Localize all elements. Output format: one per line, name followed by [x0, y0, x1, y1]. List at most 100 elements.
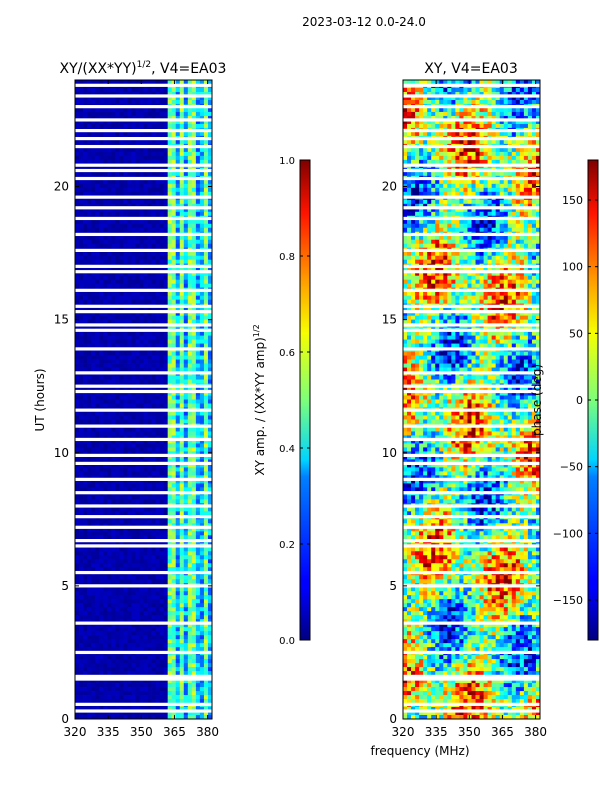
heatmap-cell: [135, 643, 140, 648]
heatmap-cell: [87, 239, 92, 245]
heatmap-cell: [115, 511, 120, 516]
heatmap-cell: [179, 587, 185, 592]
heatmap-cell: [151, 275, 156, 281]
heatmap-cell: [111, 199, 116, 205]
heatmap-cell: [187, 411, 193, 416]
heatmap-cell: [175, 471, 181, 476]
heatmap-cell: [159, 271, 165, 277]
heatmap-cell: [99, 87, 104, 93]
heatmap-cell: [127, 339, 132, 344]
heatmap-cell: [75, 527, 80, 532]
heatmap-cell: [203, 575, 209, 580]
heatmap-cell: [103, 331, 108, 336]
heatmap-cell: [119, 463, 124, 468]
heatmap-cell: [75, 387, 80, 392]
heatmap-cell: [163, 607, 169, 612]
heatmap-cell: [155, 219, 161, 225]
heatmap-cell: [151, 631, 156, 636]
heatmap-cell: [191, 179, 197, 185]
heatmap-cell: [199, 255, 205, 261]
heatmap-cell: [199, 587, 205, 592]
heatmap-cell: [95, 391, 100, 396]
heatmap-cell: [79, 599, 84, 604]
heatmap-cell: [83, 131, 88, 137]
heatmap-cell: [111, 355, 116, 360]
heatmap-cell: [115, 611, 120, 616]
heatmap-cell: [139, 367, 144, 372]
heatmap-cell: [167, 255, 173, 261]
heatmap-cell: [95, 459, 100, 464]
heatmap-cell: [119, 399, 124, 404]
heatmap-cell: [171, 391, 177, 396]
heatmap-cell: [123, 411, 128, 416]
heatmap-cell: [167, 159, 173, 165]
heatmap-cell: [131, 335, 136, 340]
heatmap-cell: [171, 567, 177, 572]
heatmap-cell: [135, 471, 140, 476]
heatmap-cell: [87, 547, 92, 552]
heatmap-cell: [115, 463, 120, 468]
heatmap-cell: [115, 431, 120, 436]
heatmap-cell: [123, 551, 128, 556]
heatmap-cell: [135, 239, 140, 245]
heatmap-cell: [147, 387, 152, 392]
heatmap-cell: [123, 455, 128, 460]
heatmap-cell: [155, 227, 161, 233]
heatmap-cell: [175, 663, 181, 668]
heatmap-cell: [139, 119, 144, 125]
heatmap-cell: [159, 619, 165, 624]
heatmap-cell: [207, 123, 212, 129]
heatmap-cell: [143, 207, 148, 213]
heatmap-cell: [127, 663, 132, 668]
heatmap-cell: [195, 363, 201, 368]
heatmap-cell: [159, 627, 165, 632]
heatmap-cell: [135, 599, 140, 604]
heatmap-cell: [163, 659, 169, 664]
heatmap-cell: [179, 463, 185, 468]
heatmap-cell: [131, 611, 136, 616]
heatmap-cell: [107, 511, 112, 516]
heatmap-cell: [139, 375, 144, 380]
heatmap-cell: [171, 179, 177, 185]
heatmap-cell: [127, 603, 132, 608]
heatmap-cell: [207, 99, 212, 105]
heatmap-cell: [111, 527, 116, 532]
heatmap-cell: [175, 479, 181, 484]
heatmap-cell: [95, 387, 100, 392]
heatmap-cell: [79, 523, 84, 528]
heatmap-cell: [103, 267, 108, 273]
heatmap-cell: [187, 147, 193, 153]
heatmap-cell: [139, 595, 144, 600]
heatmap-cell: [187, 559, 193, 564]
heatmap-cell: [207, 87, 212, 93]
heatmap-cell: [155, 291, 161, 297]
heatmap-cell: [103, 531, 108, 536]
heatmap-cell: [179, 563, 185, 568]
heatmap-cell: [155, 191, 161, 197]
heatmap-cell: [179, 451, 185, 456]
heatmap-cell: [99, 107, 104, 113]
heatmap-cell: [207, 527, 212, 532]
heatmap-cell: [167, 439, 173, 444]
heatmap-cell: [167, 359, 173, 364]
heatmap-cell: [115, 331, 120, 336]
heatmap-cell: [159, 159, 165, 165]
heatmap-cell: [171, 80, 177, 85]
heatmap-cell: [199, 291, 205, 297]
heatmap-cell: [115, 191, 120, 197]
heatmap-cell: [179, 519, 185, 524]
heatmap-cell: [163, 375, 169, 380]
heatmap-cell: [79, 531, 84, 536]
heatmap-cell: [135, 463, 140, 468]
heatmap-cell: [191, 619, 197, 624]
heatmap-cell: [123, 431, 128, 436]
heatmap-cell: [107, 91, 112, 97]
heatmap-cell: [183, 647, 189, 652]
heatmap-cell: [163, 399, 169, 404]
heatmap-cell: [115, 183, 120, 189]
heatmap-cell: [99, 627, 104, 632]
heatmap-cell: [159, 283, 165, 289]
heatmap-cell: [127, 427, 132, 432]
heatmap-cell: [135, 355, 140, 360]
heatmap-cell: [147, 199, 152, 205]
